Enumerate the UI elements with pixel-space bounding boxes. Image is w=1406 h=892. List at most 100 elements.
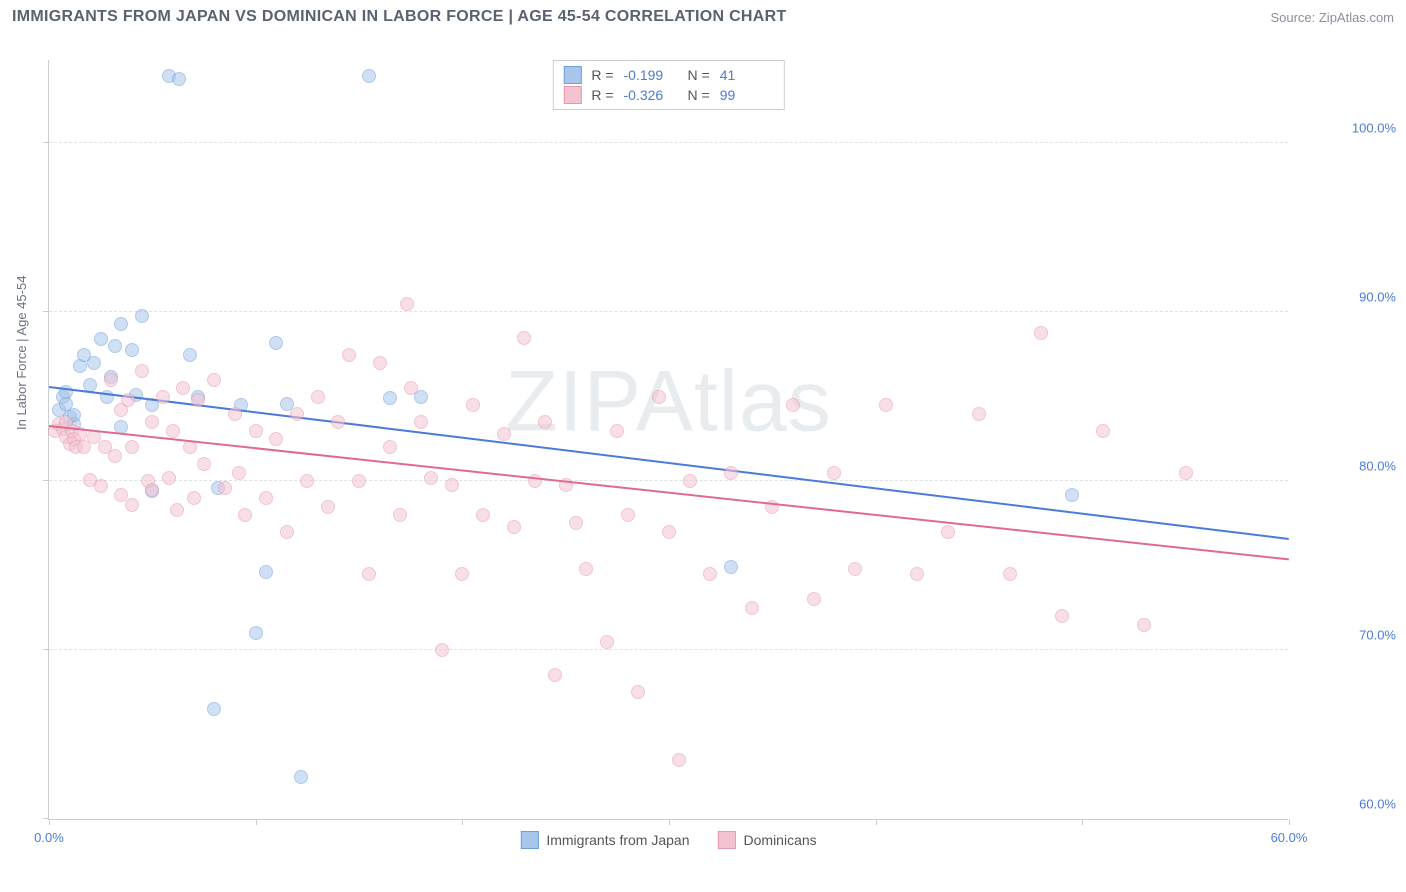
scatter-point bbox=[162, 471, 176, 485]
scatter-point bbox=[94, 479, 108, 493]
scatter-point bbox=[362, 69, 376, 83]
legend-n-label: N = bbox=[688, 67, 710, 83]
scatter-point bbox=[400, 297, 414, 311]
scatter-point bbox=[807, 592, 821, 606]
scatter-point bbox=[156, 390, 170, 404]
scatter-point bbox=[108, 339, 122, 353]
legend-item-japan: Immigrants from Japan bbox=[520, 831, 689, 849]
scatter-point bbox=[321, 500, 335, 514]
scatter-point bbox=[383, 391, 397, 405]
scatter-point bbox=[121, 393, 135, 407]
scatter-point bbox=[600, 635, 614, 649]
scatter-point bbox=[517, 331, 531, 345]
scatter-point bbox=[207, 373, 221, 387]
x-tick bbox=[876, 819, 877, 825]
scatter-point bbox=[125, 440, 139, 454]
x-tick bbox=[1082, 819, 1083, 825]
scatter-point bbox=[497, 427, 511, 441]
x-tick bbox=[49, 819, 50, 825]
legend-r-value-japan: -0.199 bbox=[624, 67, 678, 83]
gridline bbox=[49, 311, 1288, 312]
legend-r-value-dominican: -0.326 bbox=[624, 87, 678, 103]
legend-label-japan: Immigrants from Japan bbox=[546, 832, 689, 848]
scatter-point bbox=[683, 474, 697, 488]
scatter-point bbox=[197, 457, 211, 471]
scatter-point bbox=[621, 508, 635, 522]
scatter-point bbox=[579, 562, 593, 576]
scatter-point bbox=[104, 373, 118, 387]
scatter-point bbox=[941, 525, 955, 539]
x-tick bbox=[669, 819, 670, 825]
scatter-point bbox=[724, 466, 738, 480]
scatter-point bbox=[311, 390, 325, 404]
scatter-point bbox=[294, 770, 308, 784]
scatter-point bbox=[176, 381, 190, 395]
legend-item-dominican: Dominicans bbox=[718, 831, 817, 849]
scatter-point bbox=[414, 415, 428, 429]
scatter-point bbox=[228, 407, 242, 421]
scatter-point bbox=[466, 398, 480, 412]
scatter-point bbox=[249, 626, 263, 640]
scatter-point bbox=[848, 562, 862, 576]
scatter-point bbox=[445, 478, 459, 492]
scatter-point bbox=[569, 516, 583, 530]
x-tick-label: 60.0% bbox=[1271, 830, 1308, 845]
y-tick bbox=[43, 480, 49, 481]
gridline bbox=[49, 649, 1288, 650]
scatter-point bbox=[170, 503, 184, 517]
legend-correlation: R = -0.199 N = 41 R = -0.326 N = 99 bbox=[552, 60, 784, 110]
y-tick bbox=[43, 142, 49, 143]
y-tick-label: 70.0% bbox=[1300, 628, 1396, 643]
scatter-point bbox=[135, 309, 149, 323]
scatter-point bbox=[1003, 567, 1017, 581]
scatter-point bbox=[373, 356, 387, 370]
scatter-point bbox=[249, 424, 263, 438]
scatter-point bbox=[724, 560, 738, 574]
legend-row-japan: R = -0.199 N = 41 bbox=[563, 65, 773, 85]
scatter-point bbox=[183, 348, 197, 362]
scatter-point bbox=[87, 356, 101, 370]
scatter-point bbox=[172, 72, 186, 86]
chart-plot-area: ZIPAtlas R = -0.199 N = 41 R = -0.326 N … bbox=[48, 60, 1288, 820]
y-tick bbox=[43, 311, 49, 312]
scatter-point bbox=[191, 393, 205, 407]
scatter-point bbox=[455, 567, 469, 581]
scatter-point bbox=[672, 753, 686, 767]
watermark: ZIPAtlas bbox=[505, 352, 832, 451]
scatter-point bbox=[207, 702, 221, 716]
scatter-point bbox=[94, 332, 108, 346]
scatter-point bbox=[827, 466, 841, 480]
scatter-point bbox=[610, 424, 624, 438]
x-tick bbox=[256, 819, 257, 825]
chart-source: Source: ZipAtlas.com bbox=[1270, 10, 1394, 25]
scatter-point bbox=[290, 407, 304, 421]
scatter-point bbox=[548, 668, 562, 682]
scatter-point bbox=[135, 364, 149, 378]
legend-n-value-dominican: 99 bbox=[720, 87, 774, 103]
scatter-point bbox=[259, 565, 273, 579]
legend-series: Immigrants from Japan Dominicans bbox=[520, 831, 816, 849]
legend-row-dominican: R = -0.326 N = 99 bbox=[563, 85, 773, 105]
scatter-point bbox=[108, 449, 122, 463]
scatter-point bbox=[631, 685, 645, 699]
y-axis-label: In Labor Force | Age 45-54 bbox=[14, 276, 29, 430]
legend-n-value-japan: 41 bbox=[720, 67, 774, 83]
gridline bbox=[49, 142, 1288, 143]
scatter-point bbox=[538, 415, 552, 429]
scatter-point bbox=[910, 567, 924, 581]
scatter-point bbox=[269, 432, 283, 446]
scatter-point bbox=[879, 398, 893, 412]
scatter-point bbox=[1137, 618, 1151, 632]
scatter-point bbox=[652, 390, 666, 404]
scatter-point bbox=[383, 440, 397, 454]
gridline bbox=[49, 480, 1288, 481]
scatter-point bbox=[1055, 609, 1069, 623]
scatter-point bbox=[507, 520, 521, 534]
scatter-point bbox=[1179, 466, 1193, 480]
scatter-point bbox=[218, 481, 232, 495]
legend-swatch-japan bbox=[520, 831, 538, 849]
scatter-point bbox=[280, 525, 294, 539]
scatter-point bbox=[259, 491, 273, 505]
scatter-point bbox=[393, 508, 407, 522]
scatter-point bbox=[1034, 326, 1048, 340]
